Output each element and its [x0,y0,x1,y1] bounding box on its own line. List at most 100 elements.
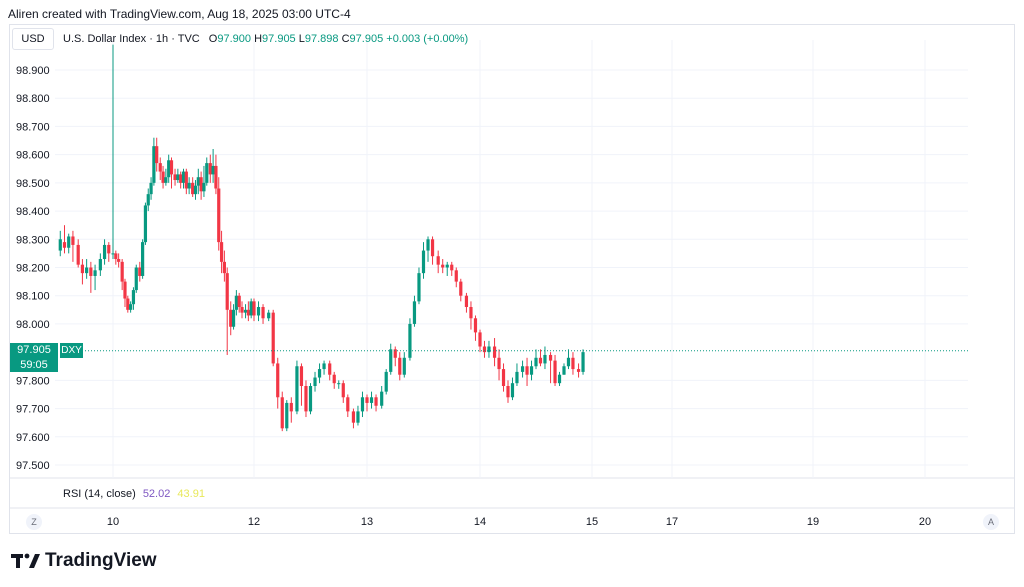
candle-body [369,397,374,403]
low-value: 97.898 [304,33,339,45]
candle-body [111,253,115,255]
candle [208,154,212,183]
candle [285,400,289,432]
candle-body [360,397,365,412]
candle [261,304,265,324]
candle-body [205,163,209,183]
candle-body [557,374,562,384]
candle [117,253,121,268]
candle [430,236,435,265]
rsi-label: RSI (14, close) [63,488,136,500]
candle-body [267,312,271,319]
candle-body [191,182,195,195]
candle [187,177,191,195]
candle-body [134,267,138,291]
candle-body [211,165,215,175]
candle [374,394,378,412]
candle [482,340,487,358]
candle [134,264,138,293]
candle-body [356,411,360,423]
candle-body [543,354,547,364]
candle-body [237,295,241,307]
price-tick-label: 98.700 [16,121,50,133]
candle-body [436,256,440,265]
candle-body [222,261,226,274]
candle-body [62,242,67,248]
candle-body [450,264,454,271]
candle [317,363,322,384]
low-label: L [298,33,305,45]
candle-body [581,352,585,372]
timezone-button[interactable]: Z [26,514,42,530]
candle [102,239,107,265]
grid-lines [10,40,1014,509]
candle-body [430,239,435,257]
candle [205,157,209,186]
candle-body [576,369,581,372]
candle [308,383,313,415]
symbol-legend: U.S. Dollar Index · 1h · TVC O97.900 H97… [63,33,468,45]
bar-countdown: 59:05 [10,358,58,372]
candle-body [313,377,317,386]
candle [179,171,183,189]
candle-body [276,363,280,398]
candle-body [246,309,250,316]
candle [322,360,326,375]
candle [337,380,341,389]
candle [473,315,478,341]
candle [441,259,445,274]
time-tick-label: 19 [807,516,819,528]
tv-logo-icon [11,553,40,568]
candle-body [412,301,417,324]
candle [89,261,93,293]
candle [402,352,406,378]
auto-scale-button[interactable]: A [983,514,999,530]
candle [219,230,224,274]
candle-body [402,357,406,375]
candle [450,261,454,276]
chart-caption: Aliren created with TradingView.com, Aug… [8,7,351,21]
candle [408,318,412,361]
candle-body [161,171,165,183]
candle-body [553,360,557,384]
candle-body [426,239,430,251]
candle-body [187,182,191,189]
candle-body [346,397,350,412]
candle-body [123,281,127,299]
time-tick-label: 17 [666,516,678,528]
candle-body [308,386,313,412]
price-tick-label: 98.100 [16,291,50,303]
candle-body [380,391,384,406]
candle [211,149,215,183]
high-label: H [254,33,263,45]
rsi-value-1: 52.02 [142,488,171,500]
candle-body [441,264,445,268]
price-tick-label: 97.700 [16,404,50,416]
candle-body [240,307,244,313]
candle-body [571,357,575,370]
candle-body [98,259,102,271]
candle [158,157,162,181]
candle-body [196,177,200,186]
candle-body [117,259,121,262]
symbol-description: U.S. Dollar Index · 1h · TVC [63,33,200,45]
candle [501,363,506,392]
currency-button[interactable]: USD [12,28,54,50]
candle-body [158,163,162,172]
candle [138,261,142,282]
candle-body [164,177,168,183]
price-axis: 98.900 98.800 98.700 98.600 98.500 98.400 98.3… [16,65,50,472]
candle-body [454,270,458,282]
candle [169,157,174,189]
high-value: 97.905 [262,33,296,45]
candle-body [179,174,183,183]
candle [225,267,229,355]
candle-body [146,194,150,206]
candle-body [202,182,206,192]
candle-body [85,267,89,274]
candles-group [58,44,585,432]
candle [384,369,388,395]
candle [454,267,458,288]
candle-body [289,402,293,412]
